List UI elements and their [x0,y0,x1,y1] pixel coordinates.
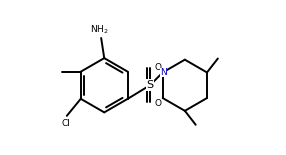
Text: Cl: Cl [61,119,70,128]
Text: S: S [146,80,154,90]
Text: O: O [154,63,161,72]
Text: O: O [154,99,161,108]
Text: N: N [160,68,167,77]
Text: NH$_2$: NH$_2$ [90,24,109,36]
